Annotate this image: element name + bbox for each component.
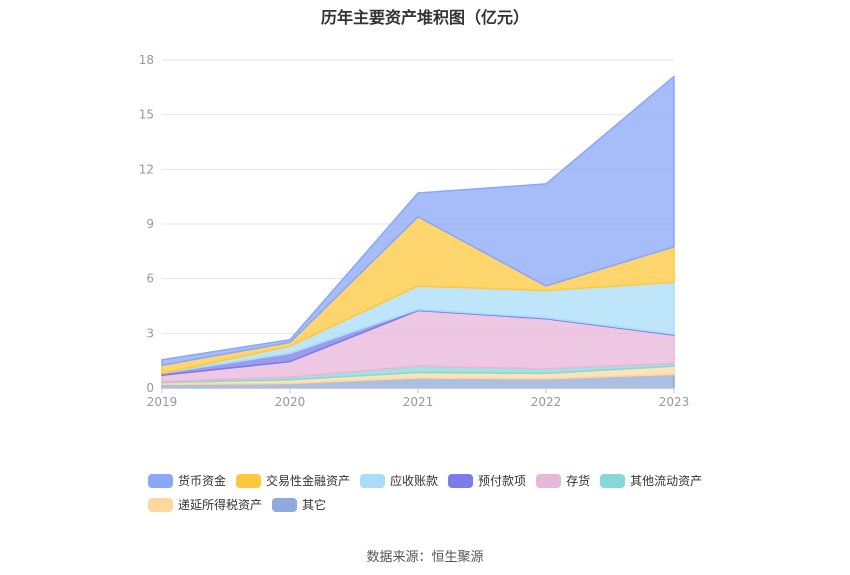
x-tick-label: 2022 [531, 395, 562, 409]
area-series [161, 75, 675, 389]
legend-item[interactable]: 货币资金 [148, 472, 226, 489]
y-tick-label: 18 [139, 53, 154, 67]
legend-item[interactable]: 应收账款 [360, 472, 438, 489]
legend-swatch [360, 473, 386, 488]
y-tick-label: 15 [139, 108, 154, 122]
legend-swatch [536, 473, 562, 488]
legend-item[interactable]: 交易性金融资产 [236, 472, 350, 489]
legend-label: 应收账款 [390, 474, 439, 488]
y-tick-label: 0 [146, 381, 154, 395]
y-tick-label: 9 [146, 217, 154, 231]
area-series [161, 75, 675, 366]
x-tick-label: 2020 [275, 395, 306, 409]
legend-swatch [148, 497, 173, 512]
x-tick-label: 2019 [147, 395, 178, 409]
data-source: 数据来源：恒生聚源 [366, 550, 484, 565]
y-tick-label: 12 [139, 162, 154, 176]
legend-swatch [272, 497, 298, 512]
legend-label: 其他流动资产 [630, 474, 703, 488]
legend-item[interactable]: 其它 [272, 496, 326, 513]
legend-label: 预付款项 [478, 474, 527, 488]
y-tick-label: 6 [146, 272, 154, 286]
legend-label: 交易性金融资产 [266, 474, 351, 488]
legend-label: 货币资金 [178, 474, 227, 488]
legend-swatch [448, 473, 474, 488]
x-tick-label: 2023 [659, 395, 690, 409]
legend-swatch [236, 473, 262, 488]
chart-title: 历年主要资产堆积图（亿元） [320, 8, 529, 27]
y-tick-label: 3 [146, 326, 154, 340]
legend-label: 存货 [566, 474, 591, 488]
legend-swatch [600, 473, 626, 488]
legend-item[interactable]: 递延所得税资产 [148, 496, 262, 513]
legend-label: 其它 [302, 498, 327, 512]
x-tick-label: 2021 [403, 395, 434, 409]
legend-label: 递延所得税资产 [178, 498, 263, 512]
axes: 0 3 6 9 12 15 18 2019 2020 2021 2022 2023 [139, 53, 690, 409]
legend-item[interactable]: 存货 [536, 472, 590, 489]
legend-swatch [148, 473, 173, 488]
legend-item[interactable]: 预付款项 [448, 472, 526, 489]
legend-item[interactable]: 其他流动资产 [600, 472, 702, 489]
legend: 货币资金 交易性金融资产 应收账款 预付款项 存货 其他流动资产递延所得税资产 其它 [148, 472, 728, 513]
